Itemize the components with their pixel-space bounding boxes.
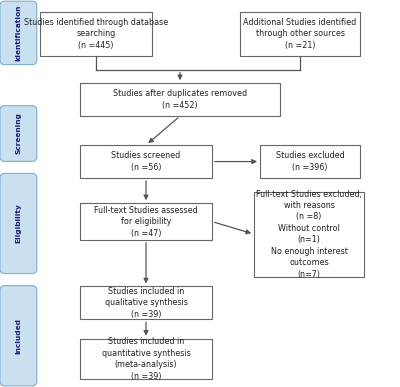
FancyBboxPatch shape (0, 106, 37, 161)
FancyBboxPatch shape (80, 286, 212, 319)
Text: Studies included in
qualitative synthesis
(n =39): Studies included in qualitative synthesi… (104, 287, 188, 319)
Text: Studies included in
quantitative synthesis
(meta-analysis)
(n =39): Studies included in quantitative synthes… (102, 337, 190, 381)
Text: Studies excluded
(n =396): Studies excluded (n =396) (276, 151, 344, 172)
FancyBboxPatch shape (80, 339, 212, 379)
Text: Eligibility: Eligibility (15, 204, 22, 243)
FancyBboxPatch shape (0, 173, 37, 274)
Text: Studies identified through database
searching
(n =445): Studies identified through database sear… (24, 18, 168, 50)
FancyBboxPatch shape (80, 203, 212, 240)
FancyBboxPatch shape (240, 12, 360, 56)
Text: Full-text Studies assessed
for eligibility
(n =47): Full-text Studies assessed for eligibili… (94, 205, 198, 238)
FancyBboxPatch shape (254, 192, 364, 277)
FancyBboxPatch shape (0, 1, 37, 65)
FancyBboxPatch shape (40, 12, 152, 56)
Text: Identification: Identification (15, 5, 22, 61)
FancyBboxPatch shape (80, 145, 212, 178)
FancyBboxPatch shape (0, 286, 37, 386)
Text: Studies after duplicates removed
(n =452): Studies after duplicates removed (n =452… (113, 89, 247, 110)
FancyBboxPatch shape (260, 145, 360, 178)
Text: Additional Studies identified
through other sources
(n =21): Additional Studies identified through ot… (243, 18, 357, 50)
Text: Screening: Screening (15, 113, 22, 154)
Text: Included: Included (15, 318, 22, 354)
Text: Studies screened
(n =56): Studies screened (n =56) (111, 151, 181, 172)
Text: Full-text Studies excluded,
with reasons
(n =8)
Without control
(n=1)
No enough : Full-text Studies excluded, with reasons… (256, 190, 362, 279)
FancyBboxPatch shape (80, 83, 280, 116)
